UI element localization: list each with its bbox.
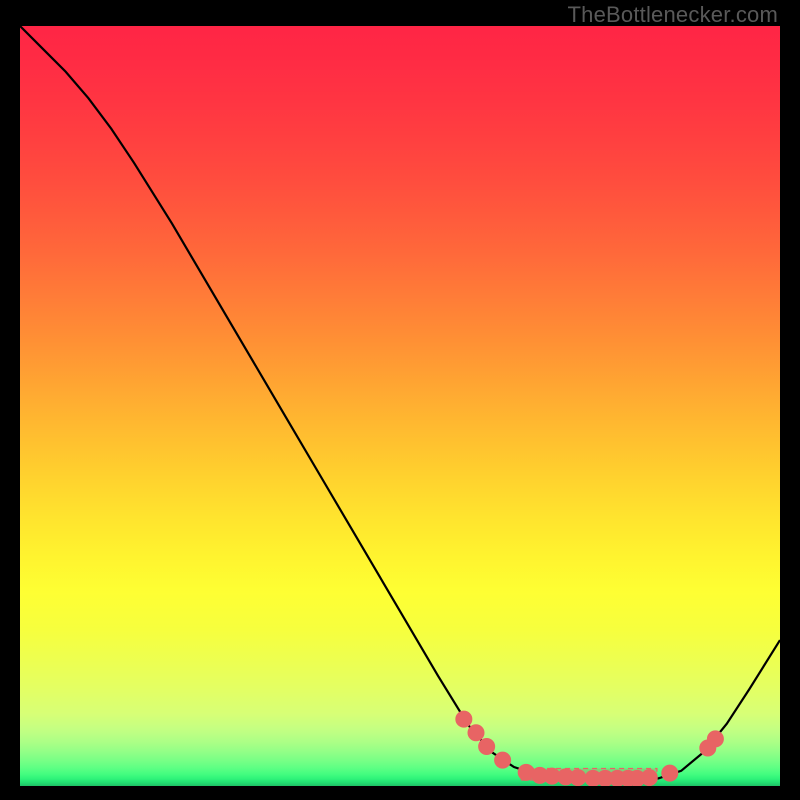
plot-region <box>20 26 780 786</box>
background-gradient <box>20 26 780 786</box>
watermark-text: TheBottlenecker.com <box>568 2 778 28</box>
chart-frame: TheBottlenecker.com <box>0 0 800 800</box>
